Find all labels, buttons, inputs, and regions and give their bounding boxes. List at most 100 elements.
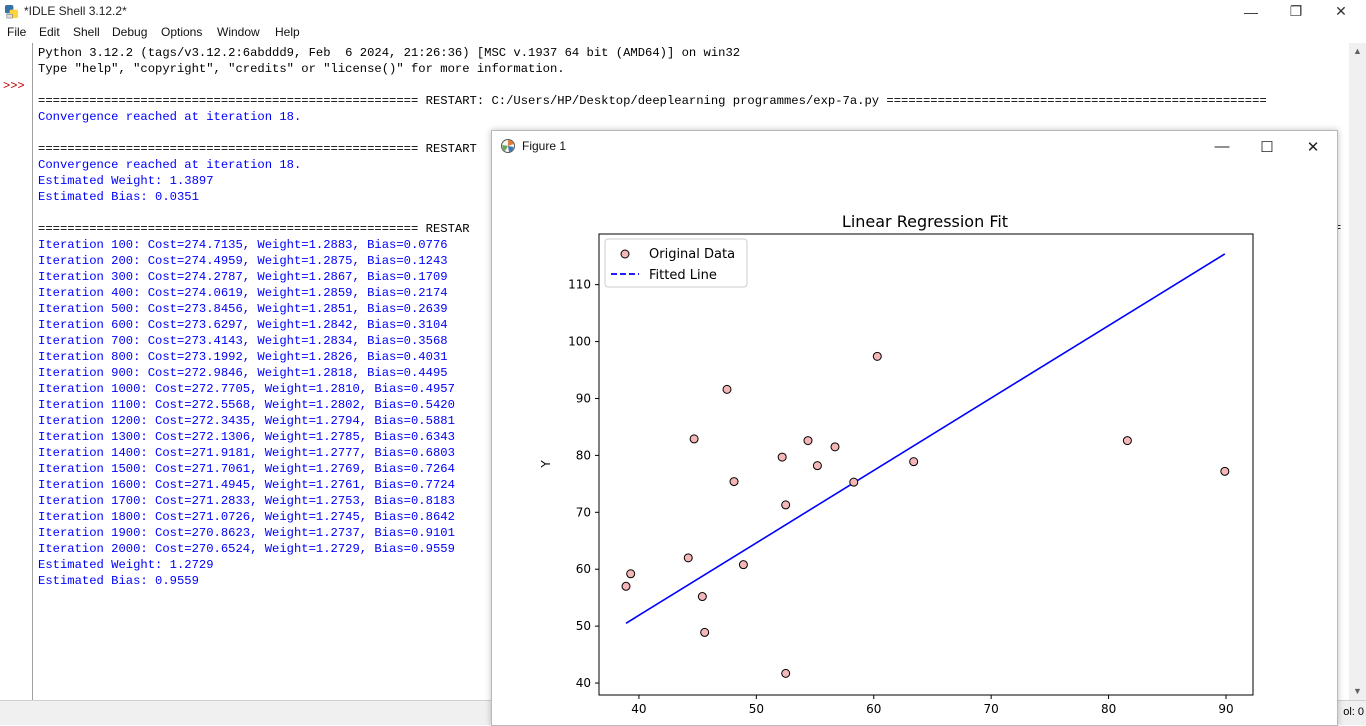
data-point <box>872 351 882 361</box>
close-icon: ✕ <box>1335 3 1347 19</box>
y-tick-label: 90 <box>576 391 591 405</box>
prompt-gutter: >>> <box>0 43 33 700</box>
figure-window: Figure 1 — ☐ ✕ Linear Regression Fit Y 4… <box>491 130 1338 726</box>
data-point <box>830 442 840 452</box>
shell-line: Iteration 1100: Cost=272.5568, Weight=1.… <box>38 398 455 412</box>
y-tick-label: 100 <box>568 335 591 349</box>
shell-line: Iteration 1500: Cost=271.7061, Weight=1.… <box>38 462 455 476</box>
shell-prompt: >>> <box>3 79 25 93</box>
minimize-button[interactable]: — <box>1228 0 1274 23</box>
menu-edit[interactable]: Edit <box>39 25 60 39</box>
shell-line: Iteration 1200: Cost=272.3435, Weight=1.… <box>38 414 455 428</box>
menu-debug[interactable]: Debug <box>112 25 148 39</box>
data-point <box>697 592 707 602</box>
menu-file[interactable]: File <box>7 25 27 39</box>
vertical-scrollbar[interactable]: ▲ ▼ <box>1349 43 1366 700</box>
shell-line: Iteration 1300: Cost=272.1306, Weight=1.… <box>38 430 455 444</box>
title-bar: *IDLE Shell 3.12.2* — ❐ ✕ <box>0 0 1366 23</box>
scroll-down-icon[interactable]: ▼ <box>1353 686 1362 696</box>
x-tick-label: 80 <box>1101 702 1116 716</box>
legend-label-original: Original Data <box>649 247 735 262</box>
shell-line: Estimated Weight: 1.3897 <box>38 174 214 188</box>
shell-line: Convergence reached at iteration 18. <box>38 158 302 172</box>
data-point <box>812 461 822 471</box>
status-column: ol: 0 <box>1343 706 1364 718</box>
shell-line: Iteration 1600: Cost=271.4945, Weight=1.… <box>38 478 455 492</box>
data-point <box>621 581 631 591</box>
y-tick-label: 50 <box>576 619 591 633</box>
y-tick-label: 60 <box>576 562 591 576</box>
data-point <box>689 434 699 444</box>
close-icon: ✕ <box>1306 138 1320 156</box>
x-tick-label: 90 <box>1218 702 1233 716</box>
python-icon <box>4 4 19 19</box>
data-point <box>729 477 739 487</box>
data-point <box>722 384 732 394</box>
shell-line: Iteration 600: Cost=273.6297, Weight=1.2… <box>38 318 448 332</box>
figure-title: Figure 1 <box>522 139 567 153</box>
y-tick-label: 40 <box>576 676 591 690</box>
shell-line: Iteration 1000: Cost=272.7705, Weight=1.… <box>38 382 455 396</box>
shell-line: Iteration 200: Cost=274.4959, Weight=1.2… <box>38 254 448 268</box>
menu-window[interactable]: Window <box>217 25 260 39</box>
data-point <box>803 436 813 446</box>
shell-line: Iteration 500: Cost=273.8456, Weight=1.2… <box>38 302 448 316</box>
data-point <box>1122 436 1132 446</box>
data-point <box>777 452 787 462</box>
y-tick-label: 80 <box>576 448 591 462</box>
maximize-icon: ☐ <box>1260 138 1274 156</box>
shell-line: Iteration 900: Cost=272.9846, Weight=1.2… <box>38 366 448 380</box>
legend-box <box>604 238 748 288</box>
restore-icon: ❐ <box>1289 3 1303 19</box>
figure-title-bar: Figure 1 — ☐ ✕ <box>492 131 1337 162</box>
shell-line: Iteration 800: Cost=273.1992, Weight=1.2… <box>38 350 448 364</box>
menu-help[interactable]: Help <box>275 25 300 39</box>
menu-options[interactable]: Options <box>161 25 203 39</box>
shell-line: ========================================… <box>38 94 1267 108</box>
y-tick-label: 70 <box>576 505 591 519</box>
shell-line: Iteration 1400: Cost=271.9181, Weight=1.… <box>38 446 455 460</box>
shell-line: Iteration 1800: Cost=271.0726, Weight=1.… <box>38 510 455 524</box>
shell-line: ========================================… <box>38 222 470 236</box>
shell-line: Iteration 100: Cost=274.7135, Weight=1.2… <box>38 238 448 252</box>
menu-bar: File Edit Shell Debug Options Window Hel… <box>0 23 1366 43</box>
y-tick-label: 110 <box>568 278 591 292</box>
figure-close-button[interactable]: ✕ <box>1290 131 1336 162</box>
fitted-line <box>625 253 1226 624</box>
restore-button[interactable]: ❐ <box>1273 0 1319 23</box>
x-tick-label: 70 <box>984 702 999 716</box>
shell-line: Iteration 1900: Cost=270.8623, Weight=1.… <box>38 526 455 540</box>
data-point <box>700 627 710 637</box>
chart-title: Linear Regression Fit <box>842 212 1008 231</box>
data-point <box>781 668 791 678</box>
shell-line: Estimated Weight: 1.2729 <box>38 558 214 572</box>
minimize-icon: — <box>1244 3 1258 20</box>
legend-marker-original <box>620 249 630 259</box>
shell-line: Estimated Bias: 0.9559 <box>38 574 199 588</box>
data-point <box>1220 466 1230 476</box>
x-tick-label: 50 <box>749 702 764 716</box>
x-tick-label: 60 <box>866 702 881 716</box>
minimize-icon: — <box>1214 138 1230 155</box>
shell-line: Convergence reached at iteration 18. <box>38 110 302 124</box>
scroll-up-icon[interactable]: ▲ <box>1353 46 1362 56</box>
shell-line: Iteration 2000: Cost=270.6524, Weight=1.… <box>38 542 455 556</box>
data-point <box>849 477 859 487</box>
close-button[interactable]: ✕ <box>1318 0 1364 23</box>
menu-shell[interactable]: Shell <box>73 25 100 39</box>
data-point <box>626 569 636 579</box>
figure-minimize-button[interactable]: — <box>1199 131 1245 162</box>
data-point <box>781 500 791 510</box>
data-point <box>738 560 748 570</box>
figure-maximize-button[interactable]: ☐ <box>1244 131 1290 162</box>
axes-frame <box>598 233 1254 696</box>
window-title: *IDLE Shell 3.12.2* <box>24 4 127 18</box>
shell-line: Python 3.12.2 (tags/v3.12.2:6abddd9, Feb… <box>38 46 741 60</box>
shell-line: Iteration 400: Cost=274.0619, Weight=1.2… <box>38 286 448 300</box>
shell-line: Type "help", "copyright", "credits" or "… <box>38 62 565 76</box>
legend-label-fitted: Fitted Line <box>649 268 717 283</box>
shell-line: Iteration 300: Cost=274.2787, Weight=1.2… <box>38 270 448 284</box>
plot-area: 40 50 60 70 80 90 40 50 60 70 80 90 100 110 Original D… <box>568 233 1254 716</box>
matplotlib-icon <box>501 139 515 153</box>
x-tick-label: 40 <box>631 702 646 716</box>
